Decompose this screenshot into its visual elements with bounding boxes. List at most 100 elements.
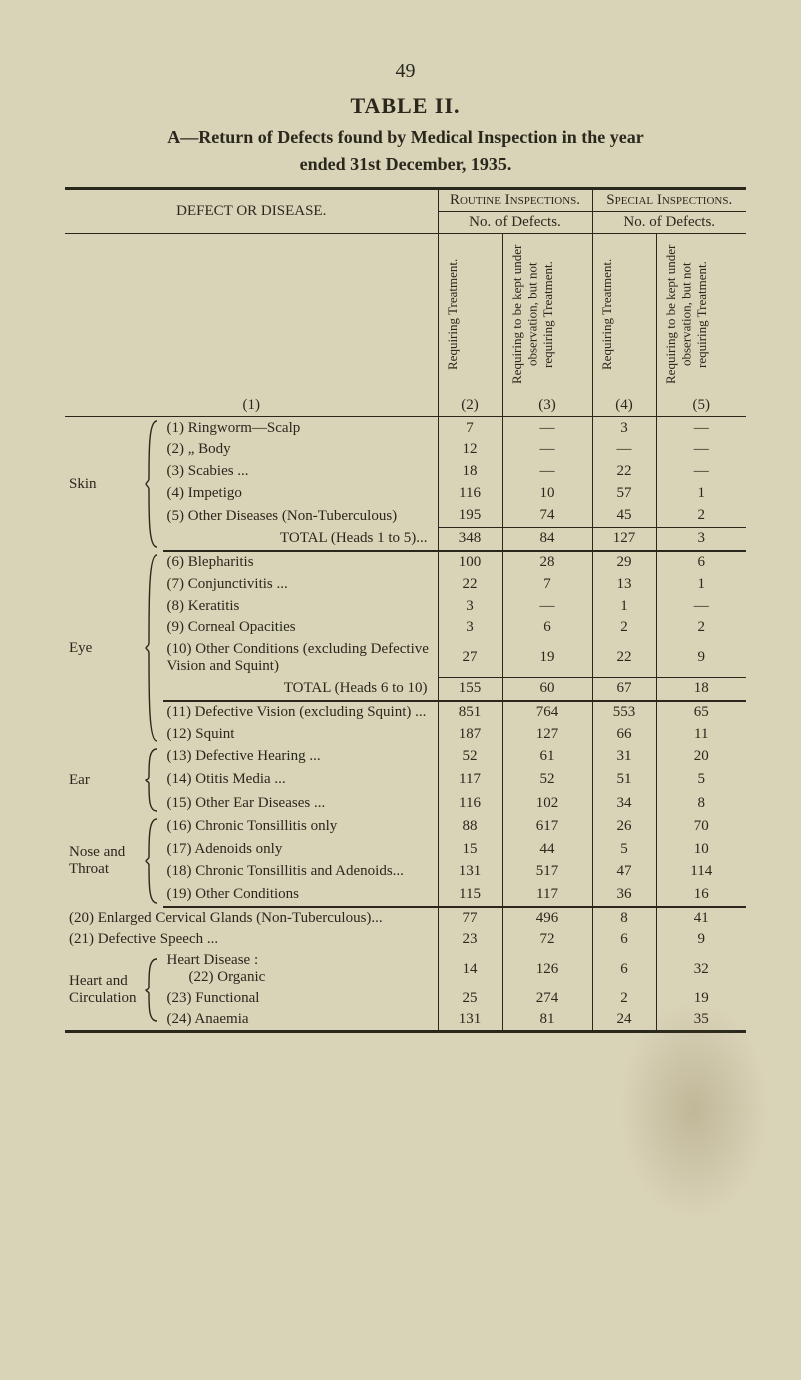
row-desc: (14) Otitis Media ... — [163, 768, 439, 791]
table-row: (19) Other Conditions 115 117 36 16 — [65, 883, 746, 907]
row-desc: (20) Enlarged Cervical Glands (Non-Tuber… — [65, 907, 438, 929]
cell: 36 — [592, 883, 656, 907]
cell: 617 — [502, 815, 592, 838]
bottom-rule — [65, 1032, 746, 1038]
cell: 6 — [656, 551, 746, 574]
cell: 34 — [592, 792, 656, 815]
cell: 10 — [502, 483, 592, 505]
cell: 8 — [592, 907, 656, 929]
cell: 1 — [656, 574, 746, 596]
cell: 3 — [438, 617, 502, 639]
cell: 29 — [592, 551, 656, 574]
table-row: (20) Enlarged Cervical Glands (Non-Tuber… — [65, 907, 746, 929]
table-row: (11) Defective Vision (excluding Squint)… — [65, 701, 746, 724]
brace-icon — [141, 815, 163, 907]
cell: 12 — [438, 439, 502, 461]
defects-table: DEFECT OR DISEASE. Routine Inspections. … — [65, 190, 746, 1037]
cell: 72 — [502, 929, 592, 950]
cell: 102 — [502, 792, 592, 815]
category-nose-throat: Nose and Throat — [65, 815, 141, 907]
table-row: Eye (6) Blepharitis 100 28 29 6 — [65, 551, 746, 574]
row-desc: (2) „ Body — [163, 439, 439, 461]
row-desc: (16) Chronic Tonsillitis only — [163, 815, 439, 838]
row-desc: (12) Squint — [163, 723, 439, 745]
row-desc: TOTAL (Heads 1 to 5)... — [163, 527, 439, 551]
category-skin: Skin — [65, 417, 141, 552]
cell: 496 — [502, 907, 592, 929]
cell: 3 — [438, 595, 502, 617]
cell: — — [502, 595, 592, 617]
cell: 60 — [502, 678, 592, 701]
brace-icon — [141, 417, 163, 552]
table-row: (9) Corneal Opacities 3 6 2 2 — [65, 617, 746, 639]
cell: 553 — [592, 701, 656, 724]
brace-icon — [141, 950, 163, 1032]
col4-header: Requiring Treatment. — [597, 236, 617, 393]
heart-sublabel: Heart Disease : — [167, 952, 259, 968]
row-desc: (18) Chronic Tonsillitis and Adenoids... — [163, 860, 439, 883]
cell: 7 — [502, 574, 592, 596]
table-row: (3) Scabies ... 18 — 22 — — [65, 461, 746, 483]
cell: 2 — [656, 617, 746, 639]
col2-header: Requiring Treatment. — [443, 236, 463, 393]
cell: 41 — [656, 907, 746, 929]
cell: 127 — [502, 723, 592, 745]
cell: 195 — [438, 505, 502, 528]
category-ear: Ear — [65, 745, 141, 815]
title-line-1: A—Return of Defects found by Medical Ins… — [65, 127, 746, 148]
routine-no-defects: No. of Defects. — [438, 212, 592, 234]
row-desc: (24) Anaemia — [163, 1009, 439, 1032]
cell: 51 — [592, 768, 656, 791]
cell: 19 — [656, 988, 746, 1009]
row-desc: (6) Blepharitis — [163, 551, 439, 574]
page: 49 TABLE II. A—Return of Defects found b… — [0, 0, 801, 1380]
cell: 22 — [592, 461, 656, 483]
cell: 22 — [592, 638, 656, 677]
cell: 14 — [438, 950, 502, 988]
cell: 84 — [502, 527, 592, 551]
table-row: Nose and Throat (16) Chronic Tonsillitis… — [65, 815, 746, 838]
cell: 851 — [438, 701, 502, 724]
row-desc: (19) Other Conditions — [163, 883, 439, 907]
cell: 25 — [438, 988, 502, 1009]
category-eye: Eye — [65, 551, 141, 745]
table-row: (14) Otitis Media ... 117 52 51 5 — [65, 768, 746, 791]
cell: 32 — [656, 950, 746, 988]
row-desc: (11) Defective Vision (excluding Squint)… — [163, 701, 439, 724]
cell: — — [502, 439, 592, 461]
cell: 116 — [438, 483, 502, 505]
cell: 52 — [502, 768, 592, 791]
cell: — — [502, 461, 592, 483]
row-desc-inner: (22) Organic — [167, 969, 266, 985]
cell: — — [502, 417, 592, 440]
row-desc: (15) Other Ear Diseases ... — [163, 792, 439, 815]
cell: 131 — [438, 860, 502, 883]
cell: 126 — [502, 950, 592, 988]
cell: 31 — [592, 745, 656, 768]
table-row: (5) Other Diseases (Non-Tuberculous) 195… — [65, 505, 746, 528]
row-desc: (9) Corneal Opacities — [163, 617, 439, 639]
col3-num: (3) — [502, 395, 592, 417]
row-desc: (21) Defective Speech ... — [65, 929, 438, 950]
cell: 6 — [592, 929, 656, 950]
cell: 70 — [656, 815, 746, 838]
brace-icon — [141, 745, 163, 815]
cell: 1 — [592, 595, 656, 617]
row-desc: (3) Scabies ... — [163, 461, 439, 483]
cell: 67 — [592, 678, 656, 701]
brace-icon — [141, 551, 163, 745]
table-row: (4) Impetigo 116 10 57 1 — [65, 483, 746, 505]
routine-header: Routine Inspections. — [438, 190, 592, 212]
cell: 116 — [438, 792, 502, 815]
cell: 348 — [438, 527, 502, 551]
cell: 27 — [438, 638, 502, 677]
page-number: 49 — [65, 60, 746, 83]
header-row-vertical: Requiring Treatment. Requiring to be kep… — [65, 234, 746, 396]
cell: — — [656, 417, 746, 440]
col1-num: (1) — [65, 395, 438, 417]
table-row: Ear (13) Defective Hearing ... 52 61 31 … — [65, 745, 746, 768]
cell: 24 — [592, 1009, 656, 1032]
row-desc: (7) Conjunctivitis ... — [163, 574, 439, 596]
row-desc: (23) Functional — [163, 988, 439, 1009]
cell: 22 — [438, 574, 502, 596]
